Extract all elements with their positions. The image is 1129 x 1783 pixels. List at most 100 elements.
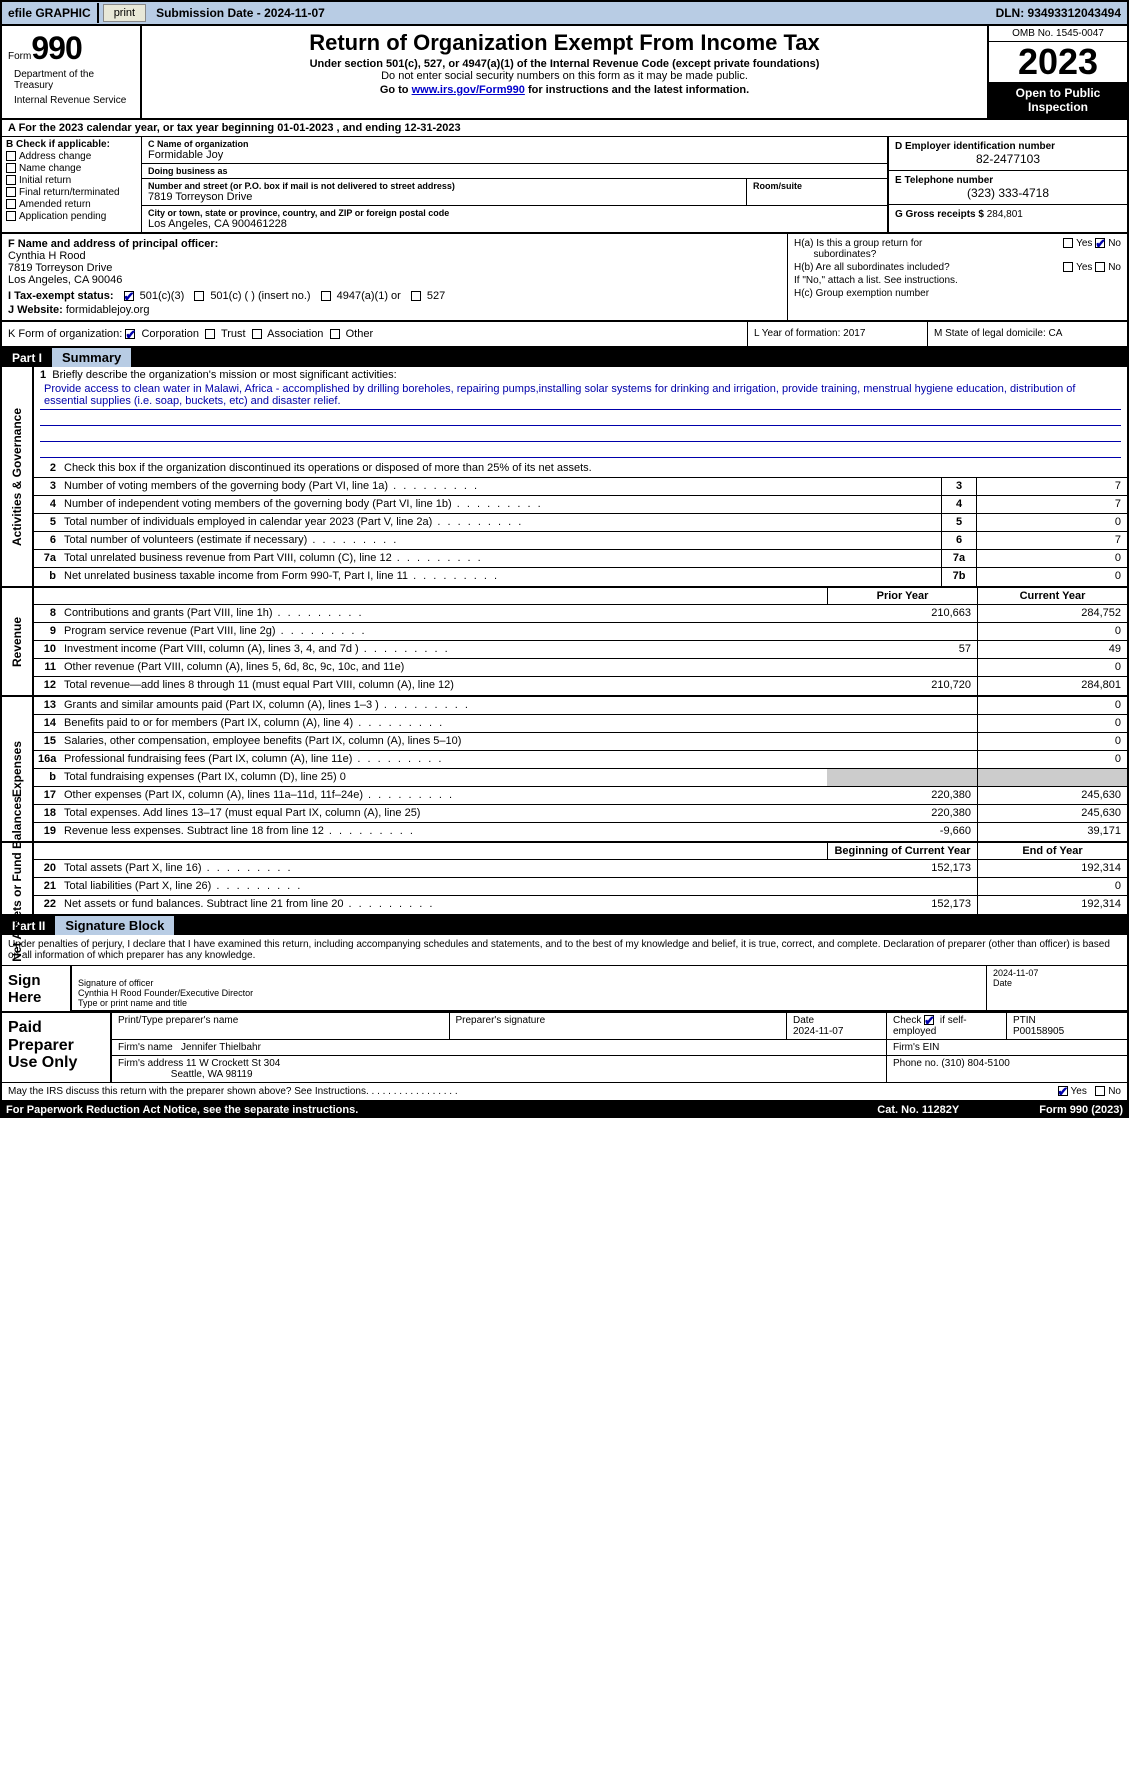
chk-discuss-yes[interactable] [1058, 1086, 1068, 1096]
row-2: 2Check this box if the organization disc… [34, 460, 1127, 478]
row-15: 15Salaries, other compensation, employee… [34, 733, 1127, 751]
opt-corp[interactable]: Corporation [125, 328, 199, 340]
opt-527[interactable]: 527 [411, 290, 445, 302]
dept-1: Department of the Treasury [8, 67, 134, 93]
form-title: Return of Organization Exempt From Incom… [150, 30, 979, 56]
form-of-org: K Form of organization: Corporation Trus… [2, 322, 747, 346]
form-header: Form990 Department of the Treasury Inter… [2, 26, 1127, 120]
chk-name[interactable]: Name change [6, 163, 137, 174]
opt-assoc[interactable]: Association [252, 328, 324, 340]
website: formidablejoy.org [66, 304, 150, 316]
chk-initial[interactable]: Initial return [6, 175, 137, 186]
discuss-yn: Yes No [1058, 1086, 1121, 1097]
chk-sub-no[interactable] [1095, 262, 1105, 272]
row-9: 9Program service revenue (Part VIII, lin… [34, 623, 1127, 641]
part1-header: Part I Summary [2, 348, 1127, 367]
tax-status-row: I Tax-exempt status: 501(c)(3) 501(c) ( … [8, 290, 781, 302]
state-domicile: M State of legal domicile: CA [927, 322, 1127, 346]
paperwork-row: For Paperwork Reduction Act Notice, see … [0, 1102, 1129, 1118]
chk-group-no[interactable] [1095, 238, 1105, 248]
form-title-block: Return of Organization Exempt From Incom… [142, 26, 987, 118]
col-b-label: B Check if applicable: [6, 139, 137, 150]
chk-discuss-no[interactable] [1095, 1086, 1105, 1096]
dba-label: Doing business as [148, 166, 881, 176]
firm-addr-cell: Firm's address 11 W Crockett St 304 Seat… [112, 1056, 887, 1082]
activities-section: Activities & Governance 1 Briefly descri… [2, 367, 1127, 588]
firm-ein-cell: Firm's EIN [887, 1040, 1127, 1055]
netassets-section: Net Assets or Fund Balances Beginning of… [2, 843, 1127, 916]
row-12: 12Total revenue—add lines 8 through 11 (… [34, 677, 1127, 695]
topbar: efile GRAPHIC print Submission Date - 20… [0, 0, 1129, 24]
print-button[interactable]: print [103, 4, 146, 22]
chk-sub-yes[interactable] [1063, 262, 1073, 272]
form-word: Form [8, 51, 31, 62]
org-name-cell: C Name of organization Formidable Joy [142, 137, 887, 164]
gross: 284,801 [987, 209, 1023, 220]
subtitle-2: Do not enter social security numbers on … [150, 70, 979, 82]
paid-content: Print/Type preparer's name Preparer's si… [112, 1013, 1127, 1082]
chk-amended[interactable]: Amended return [6, 199, 137, 210]
mission-blank2 [40, 426, 1121, 442]
row-16b: bTotal fundraising expenses (Part IX, co… [34, 769, 1127, 787]
efile-label: efile GRAPHIC [2, 3, 99, 23]
row-13: 13Grants and similar amounts paid (Part … [34, 697, 1127, 715]
opt-trust[interactable]: Trust [205, 328, 246, 340]
expenses-section: Expenses 13Grants and similar amounts pa… [2, 697, 1127, 843]
phone: (323) 333-4718 [895, 186, 1121, 200]
block-klm: K Form of organization: Corporation Trus… [2, 322, 1127, 348]
phone-label: E Telephone number [895, 175, 1121, 186]
col-c: C Name of organization Formidable Joy Do… [142, 137, 887, 232]
chk-final[interactable]: Final return/terminated [6, 187, 137, 198]
row-10: 10Investment income (Part VIII, column (… [34, 641, 1127, 659]
instructions-link[interactable]: www.irs.gov/Form990 [412, 84, 525, 96]
col-b: B Check if applicable: Address change Na… [2, 137, 142, 232]
org-name-label: C Name of organization [148, 139, 881, 149]
sig-date-cell: 2024-11-07 Date [987, 966, 1127, 1010]
firm-name-cell: Firm's name Jennifer Thielbahr [112, 1040, 887, 1055]
form-frame: Form990 Department of the Treasury Inter… [0, 24, 1129, 1102]
netassets-header: Beginning of Current YearEnd of Year [34, 843, 1127, 860]
officer-label: F Name and address of principal officer: [8, 238, 218, 250]
form-ref: Form 990 (2023) [1039, 1104, 1123, 1116]
sign-here-content: Signature of officer Cynthia H Rood Foun… [72, 966, 1127, 1011]
chk-address[interactable]: Address change [6, 151, 137, 162]
row-14: 14Benefits paid to or for members (Part … [34, 715, 1127, 733]
gross-cell: G Gross receipts $ 284,801 [889, 205, 1127, 224]
prep-sig-label: Preparer's signature [450, 1013, 788, 1039]
cat-no: Cat. No. 11282Y [877, 1104, 959, 1116]
row-7a: 7aTotal unrelated business revenue from … [34, 550, 1127, 568]
year-formation: L Year of formation: 2017 [747, 322, 927, 346]
dln: DLN: 93493312043494 [990, 3, 1127, 23]
ein: 82-2477103 [895, 152, 1121, 166]
officer-name: Cynthia H Rood [8, 250, 86, 262]
sub3-prefix: Go to [380, 84, 412, 96]
paperwork-text: For Paperwork Reduction Act Notice, see … [6, 1104, 877, 1116]
tax-status-label: I Tax-exempt status: [8, 290, 114, 302]
mission-blank1 [40, 410, 1121, 426]
chk-pending[interactable]: Application pending [6, 211, 137, 222]
col-d: D Employer identification number 82-2477… [887, 137, 1127, 232]
inspection-badge: Open to Public Inspection [989, 82, 1127, 118]
row-18: 18Total expenses. Add lines 13–17 (must … [34, 805, 1127, 823]
prep-ptin-cell: PTINP00158905 [1007, 1013, 1127, 1039]
opt-501c[interactable]: 501(c) ( ) (insert no.) [194, 290, 310, 302]
subtitle-3: Go to www.irs.gov/Form990 for instructio… [150, 84, 979, 96]
group-return-row: H(a) Is this a group return for subordin… [794, 238, 1121, 260]
room-label: Room/suite [753, 181, 881, 191]
chk-group-yes[interactable] [1063, 238, 1073, 248]
row-7b: bNet unrelated business taxable income f… [34, 568, 1127, 586]
officer-block: F Name and address of principal officer:… [8, 238, 781, 286]
row-17: 17Other expenses (Part IX, column (A), l… [34, 787, 1127, 805]
gross-label: G Gross receipts $ [895, 209, 984, 220]
street: 7819 Torreyson Drive [148, 191, 740, 203]
opt-501c3[interactable]: 501(c)(3) [124, 290, 185, 302]
officer-addr1: 7819 Torreyson Drive [8, 262, 112, 274]
header-right: OMB No. 1545-0047 2023 Open to Public In… [987, 26, 1127, 118]
discuss-row: May the IRS discuss this return with the… [2, 1082, 1127, 1100]
street-label: Number and street (or P.O. box if mail i… [148, 181, 740, 191]
chk-self-employed[interactable] [924, 1015, 934, 1025]
opt-other[interactable]: Other [330, 328, 374, 340]
prep-name-label: Print/Type preparer's name [112, 1013, 450, 1039]
group-exemption: H(c) Group exemption number [794, 288, 1121, 299]
opt-4947[interactable]: 4947(a)(1) or [321, 290, 401, 302]
